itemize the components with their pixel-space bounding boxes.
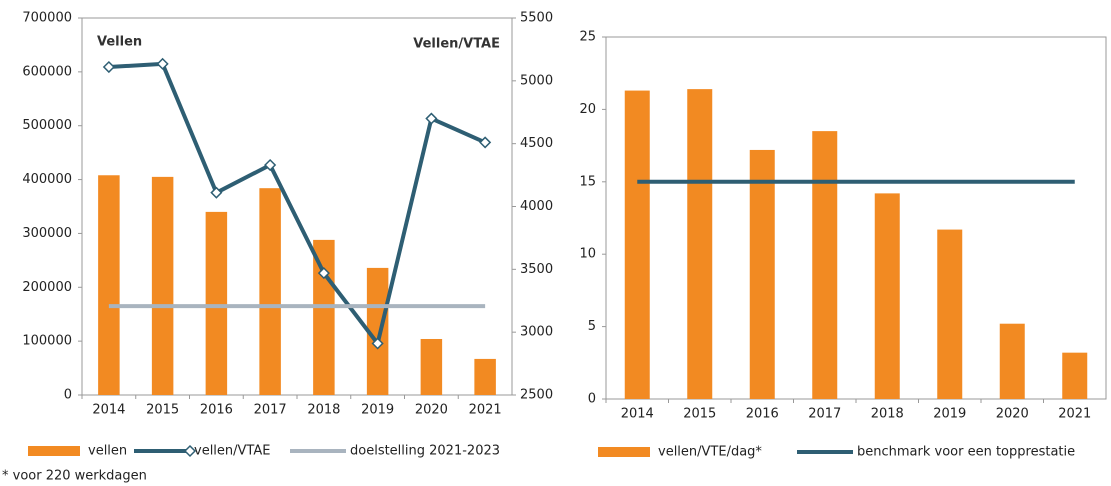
legend-label: vellen/VTAE [194, 444, 270, 459]
line-marker [479, 136, 492, 149]
bar [474, 358, 496, 395]
x-tick-label: 2017 [254, 403, 287, 418]
x-tick-label: 2018 [871, 407, 904, 422]
line-marker [210, 186, 223, 199]
line-marker [317, 267, 330, 280]
line-marker [102, 60, 115, 74]
bar [937, 229, 963, 399]
bar [624, 90, 650, 400]
bar [812, 131, 838, 399]
x-tick-label: 2014 [621, 407, 654, 422]
line-marker [371, 337, 384, 350]
line-marker [156, 57, 169, 70]
bar [749, 149, 775, 399]
y-tick-label: 400000 [22, 172, 72, 187]
legend-label: doelstelling 2021-2023 [350, 444, 500, 459]
x-tick-label: 2015 [146, 403, 179, 418]
y2-tick-label: 5000 [520, 73, 553, 88]
line [108, 61, 486, 346]
x-tick-label: 2017 [808, 407, 841, 422]
bar [98, 175, 120, 395]
legend-label: benchmark voor een topprestatie [857, 445, 1075, 460]
legend-swatch [598, 447, 650, 457]
x-tick-label: 2020 [415, 403, 448, 418]
bar [313, 239, 335, 395]
line-marker [183, 444, 197, 458]
bar [874, 193, 900, 399]
x-tick-label: 2016 [746, 407, 779, 422]
y2-tick-label: 3000 [520, 325, 553, 340]
x-tick-label: 2021 [1058, 407, 1091, 422]
x-tick-label: 2015 [683, 407, 716, 422]
x-tick-label: 2018 [307, 403, 340, 418]
legend-label: vellen [88, 444, 127, 459]
annotation: Vellen/VTAE [413, 37, 500, 52]
bar [999, 323, 1025, 399]
bar [687, 89, 713, 400]
y2-tick-label: 2500 [520, 388, 553, 403]
y2-tick-label: 4000 [520, 199, 553, 214]
y-tick-label: 20 [579, 102, 596, 117]
y-tick-label: 600000 [22, 64, 72, 79]
legend-label: vellen/VTE/dag* [658, 445, 762, 460]
x-tick-label: 2019 [933, 407, 966, 422]
bar [205, 211, 228, 395]
x-tick-label: 2016 [200, 403, 233, 418]
x-tick-label: 2014 [92, 403, 125, 418]
y-tick-label: 15 [579, 174, 596, 189]
legend-swatch [28, 446, 80, 456]
y-tick-label: 25 [579, 30, 596, 45]
bar [1062, 352, 1088, 399]
y2-tick-label: 3500 [520, 262, 553, 277]
bar [151, 176, 174, 395]
x-tick-label: 2020 [996, 407, 1029, 422]
y-tick-label: 200000 [22, 280, 72, 295]
footnote: * voor 220 werkdagen [2, 469, 147, 484]
y-tick-label: 100000 [22, 334, 72, 349]
y2-tick-label: 4500 [520, 136, 553, 151]
line-marker [264, 158, 277, 172]
bar [259, 188, 281, 395]
annotation: Vellen [97, 35, 142, 50]
y2-tick-label: 5500 [520, 11, 553, 26]
x-tick-label: 2021 [469, 403, 502, 418]
y-tick-label: 500000 [22, 118, 72, 133]
y-tick-label: 5 [588, 319, 596, 334]
y-tick-label: 0 [588, 392, 596, 407]
y-tick-label: 10 [579, 247, 596, 262]
plot-frame [605, 36, 1107, 400]
bar [366, 267, 389, 395]
bar [420, 338, 443, 395]
x-tick-label: 2019 [361, 403, 394, 418]
plot-frame [81, 17, 513, 396]
y-tick-label: 300000 [22, 226, 72, 241]
line-marker [425, 112, 438, 125]
y-tick-label: 0 [64, 388, 72, 403]
y-tick-label: 700000 [22, 11, 72, 26]
